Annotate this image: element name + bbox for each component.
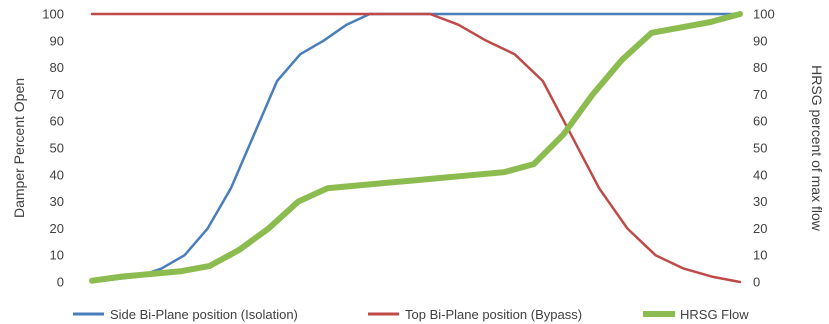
left-tick-label: 40 (50, 167, 64, 182)
left-tick-label: 30 (50, 194, 64, 209)
series-line-hrsg-flow (89, 11, 743, 284)
right-tick-label: 100 (753, 7, 775, 22)
left-tick-label: 0 (57, 275, 64, 290)
left-tick-label: 10 (50, 248, 64, 263)
plot-area (89, 11, 743, 284)
right-tick-label: 70 (753, 87, 767, 102)
legend-item-top-biplane: Top Bi-Plane position (Bypass) (368, 307, 582, 322)
left-tick-label: 80 (50, 60, 64, 75)
legend-label-side-biplane: Side Bi-Plane position (Isolation) (110, 307, 298, 322)
right-tick-label: 50 (753, 141, 767, 156)
legend-item-hrsg-flow: HRSG Flow (643, 307, 749, 322)
right-tick-label: 10 (753, 248, 767, 263)
right-axis-ticks: 0 10 20 30 40 50 60 70 80 90 100 (753, 7, 775, 290)
legend-label-hrsg-flow: HRSG Flow (680, 307, 749, 322)
right-tick-label: 40 (753, 167, 767, 182)
left-tick-label: 90 (50, 33, 64, 48)
left-axis-title: Damper Percent Open (11, 78, 27, 218)
left-tick-label: 60 (50, 114, 64, 129)
left-tick-label: 100 (42, 7, 64, 22)
left-axis-ticks: 0 10 20 30 40 50 60 70 80 90 100 (42, 7, 64, 290)
legend: Side Bi-Plane position (Isolation) Top B… (73, 307, 749, 322)
left-tick-label: 50 (50, 141, 64, 156)
right-tick-label: 20 (753, 221, 767, 236)
right-tick-label: 80 (753, 60, 767, 75)
right-tick-label: 90 (753, 33, 767, 48)
legend-label-top-biplane: Top Bi-Plane position (Bypass) (405, 307, 582, 322)
right-axis-title: HRSG percent of max flow (809, 65, 825, 232)
right-tick-label: 60 (753, 114, 767, 129)
left-tick-label: 70 (50, 87, 64, 102)
series-line-top-biplane (90, 12, 742, 284)
legend-item-side-biplane: Side Bi-Plane position (Isolation) (73, 307, 298, 322)
right-tick-label: 30 (753, 194, 767, 209)
right-tick-label: 0 (753, 275, 760, 290)
left-tick-label: 20 (50, 221, 64, 236)
